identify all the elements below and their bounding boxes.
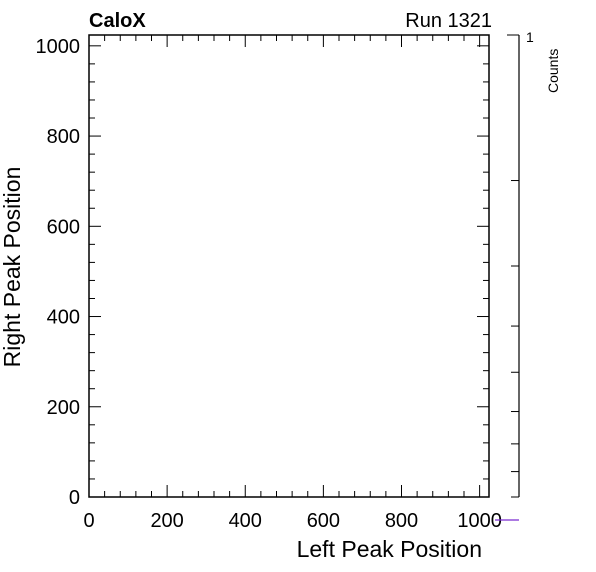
x-axis-title: Left Peak Position bbox=[297, 536, 482, 562]
experiment-label: CaloX bbox=[89, 10, 146, 32]
colorbar-title: Counts bbox=[545, 49, 561, 93]
x-tick-label: 600 bbox=[307, 510, 340, 532]
y-tick-label: 1000 bbox=[36, 36, 81, 58]
y-tick-label: 800 bbox=[47, 126, 80, 148]
x-tick-label: 1000 bbox=[457, 510, 502, 532]
x-tick-label: 200 bbox=[150, 510, 183, 532]
y-tick-label: 0 bbox=[69, 487, 80, 509]
x-axis-ticks: 0 200 400 600 800 1000 bbox=[83, 35, 502, 532]
y-tick-label: 600 bbox=[47, 216, 80, 238]
x-tick-label: 400 bbox=[229, 510, 262, 532]
colorbar-tick-label: 1 bbox=[526, 29, 534, 45]
x-tick-label: 800 bbox=[385, 510, 418, 532]
y-axis-title: Right Peak Position bbox=[0, 167, 25, 368]
y-tick-label: 200 bbox=[47, 397, 80, 419]
y-tick-label: 400 bbox=[47, 307, 80, 329]
run-label: Run 1321 bbox=[405, 10, 492, 32]
colorbar-ticks bbox=[507, 34, 519, 498]
plot-frame bbox=[88, 34, 490, 498]
x-tick-label: 0 bbox=[83, 510, 94, 532]
y-axis-ticks: 0 200 400 600 800 1000 bbox=[36, 36, 489, 509]
